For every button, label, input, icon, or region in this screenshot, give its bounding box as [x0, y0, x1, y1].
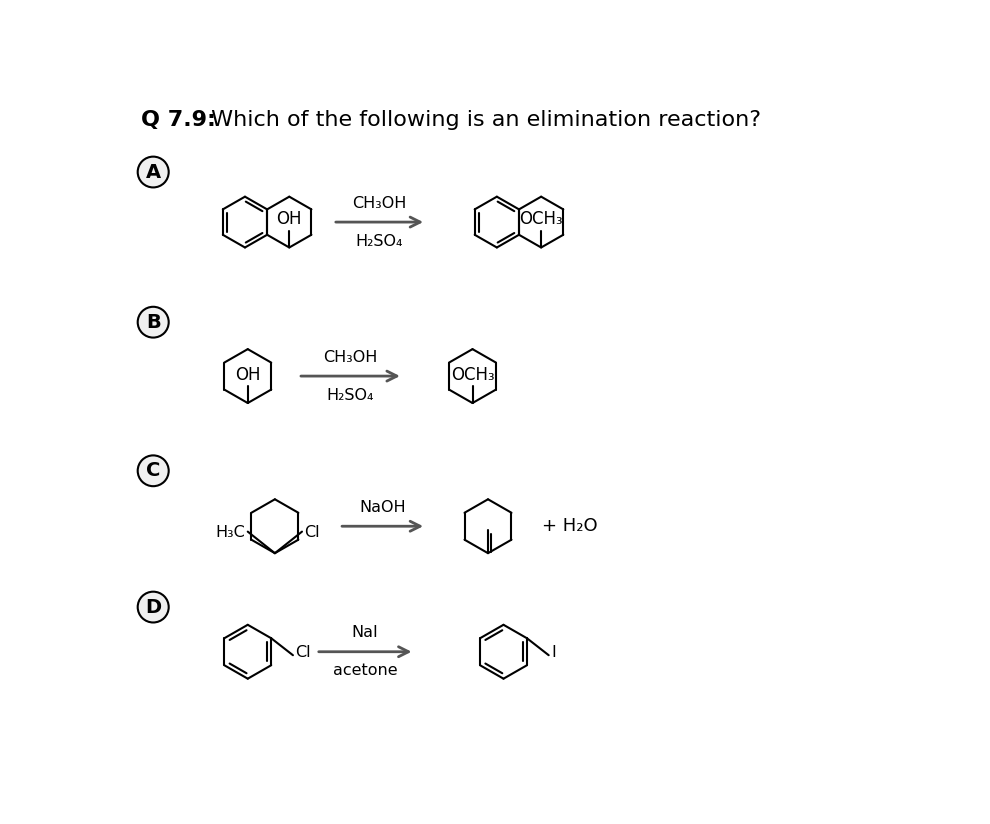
Text: OCH₃: OCH₃ [450, 366, 494, 384]
Text: I: I [551, 645, 555, 660]
Text: NaOH: NaOH [359, 499, 406, 515]
Text: OH: OH [276, 210, 302, 228]
Text: + H₂O: + H₂O [543, 517, 598, 536]
Text: OH: OH [235, 366, 260, 384]
Text: CH₃OH: CH₃OH [352, 195, 407, 210]
Text: H₂SO₄: H₂SO₄ [327, 387, 374, 403]
Circle shape [138, 456, 168, 486]
Text: A: A [146, 162, 160, 181]
Circle shape [138, 157, 168, 187]
Text: acetone: acetone [333, 663, 397, 678]
Circle shape [138, 592, 168, 622]
Text: Cl: Cl [295, 645, 311, 660]
Text: NaI: NaI [351, 625, 378, 640]
Text: D: D [146, 597, 161, 616]
Circle shape [138, 307, 168, 338]
Text: Cl: Cl [304, 525, 320, 540]
Text: H₂SO₄: H₂SO₄ [355, 234, 403, 249]
Text: Which of the following is an elimination reaction?: Which of the following is an elimination… [204, 110, 760, 130]
Text: OCH₃: OCH₃ [520, 210, 563, 228]
Text: H₃C: H₃C [216, 525, 246, 540]
Text: CH₃OH: CH₃OH [324, 349, 377, 364]
Text: Q 7.9:: Q 7.9: [141, 110, 216, 130]
Text: B: B [146, 312, 160, 332]
Text: C: C [146, 461, 160, 480]
